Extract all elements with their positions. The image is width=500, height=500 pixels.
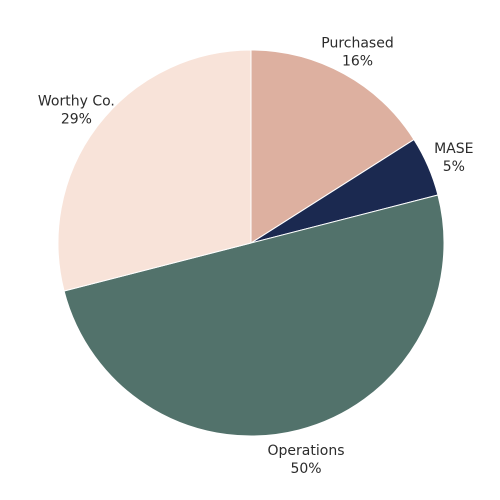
slice-percent: 29%	[61, 112, 92, 128]
pie-slice-worthy-co	[57, 49, 252, 292]
pie-label-mase: MASE 5%	[434, 141, 473, 175]
pie-label-purchased: Purchased 16%	[321, 35, 393, 69]
slice-percent: 5%	[443, 159, 465, 175]
slice-percent: 16%	[342, 53, 373, 69]
slice-name: Purchased	[321, 35, 393, 51]
slice-percent: 50%	[290, 461, 321, 477]
pie-slices	[57, 49, 445, 437]
slice-name: MASE	[434, 141, 473, 157]
slice-name: Worthy Co.	[38, 94, 115, 110]
slice-name: Operations	[268, 443, 345, 459]
pie-slice-purchased	[250, 49, 415, 244]
pie-slice-operations	[63, 194, 445, 437]
pie-label-operations: Operations 50%	[268, 443, 345, 477]
pie-labels: Purchased 16% MASE 5% Operations 50% Worthy Co…	[38, 35, 474, 477]
pie-label-worthy-co: Worthy Co. 29%	[38, 94, 115, 128]
